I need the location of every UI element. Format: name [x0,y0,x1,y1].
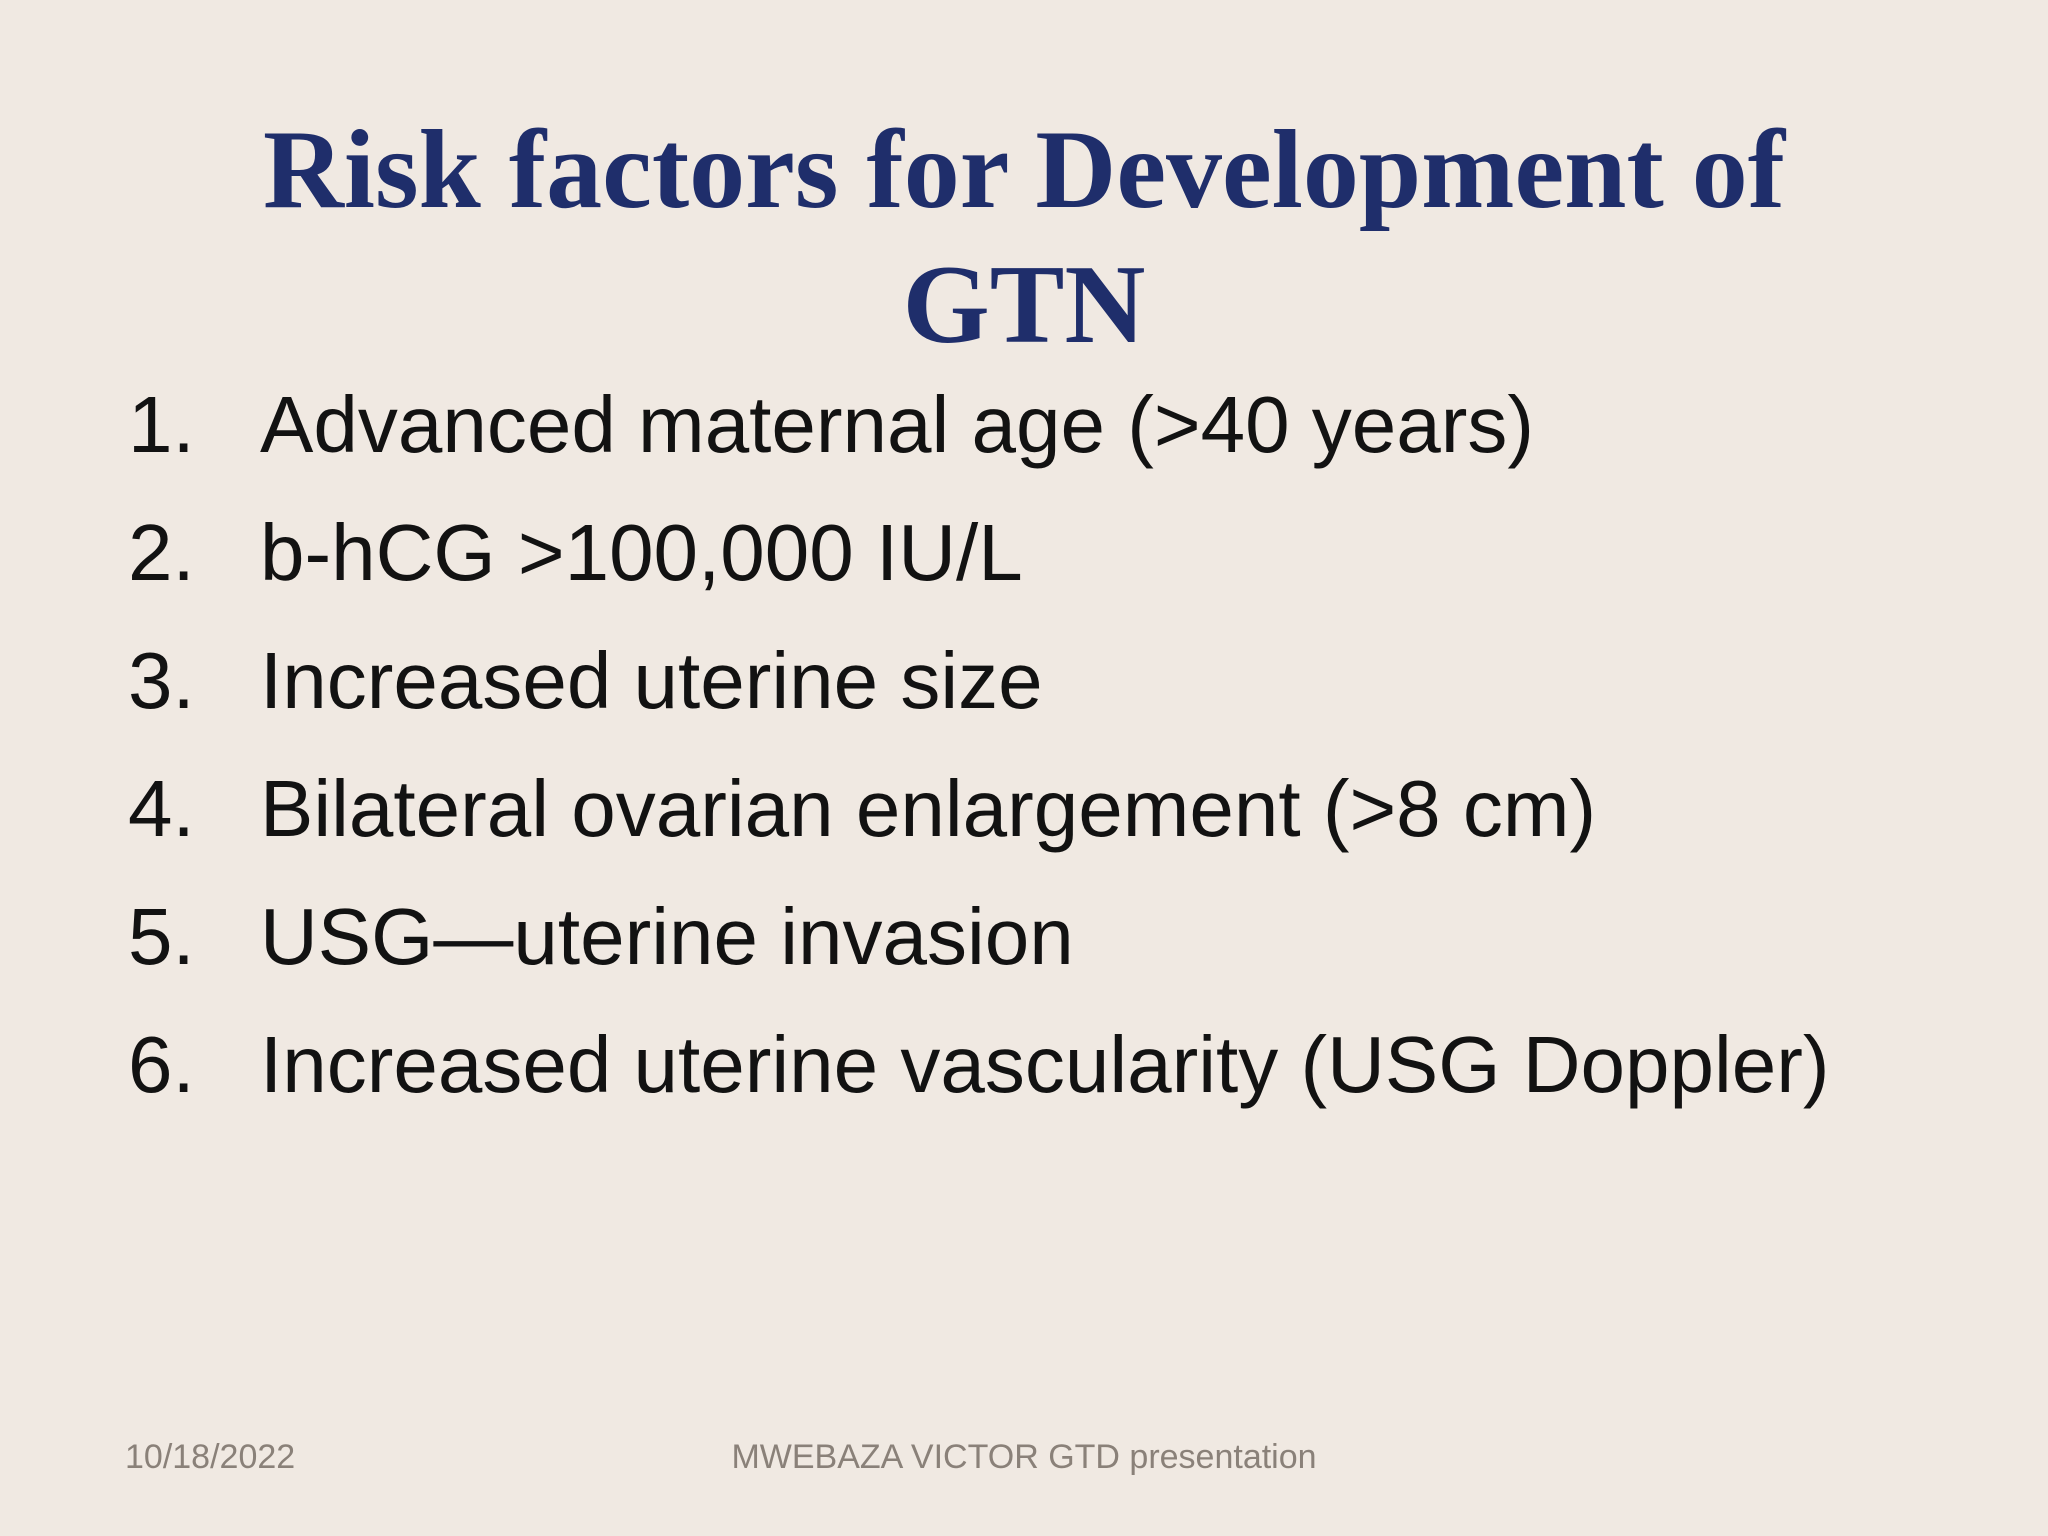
footer-date: 10/18/2022 [125,1438,296,1476]
slide-title-line1: Risk factors for Development of [262,108,1786,233]
list-item: 2. b-hCG >100,000 IU/L [0,489,2048,617]
list-item-number: 1. [128,380,195,469]
list-item: 5. USG—uterine invasion [0,873,2048,1001]
list-item-text: b-hCG >100,000 IU/L [260,508,1023,597]
list-item-number: 4. [128,764,195,853]
slide-footer: 10/18/2022 MWEBAZA VICTOR GTD presentati… [0,1438,2048,1498]
risk-factor-list: 1. Advanced maternal age (>40 years) 2. … [0,361,2048,1129]
slide-title: Risk factors for Development of GTN [0,103,2048,373]
list-item-number: 5. [128,892,195,981]
list-item-text: Bilateral ovarian enlargement (>8 cm) [260,764,1597,853]
list-item-text: Increased uterine size [260,636,1043,725]
slide-title-line2: GTN [902,243,1146,368]
list-item-text: Increased uterine vascularity (USG Doppl… [260,1020,1830,1109]
list-item-text: Advanced maternal age (>40 years) [260,380,1535,469]
list-item: 1. Advanced maternal age (>40 years) [0,361,2048,489]
list-item: 6. Increased uterine vascularity (USG Do… [0,1001,2048,1129]
list-item-text: USG—uterine invasion [260,892,1074,981]
list-item-number: 2. [128,508,195,597]
list-item: 3. Increased uterine size [0,617,2048,745]
list-item-number: 6. [128,1020,195,1109]
list-item: 4. Bilateral ovarian enlargement (>8 cm) [0,745,2048,873]
list-item-number: 3. [128,636,195,725]
footer-credit: MWEBAZA VICTOR GTD presentation [731,1438,1317,1476]
